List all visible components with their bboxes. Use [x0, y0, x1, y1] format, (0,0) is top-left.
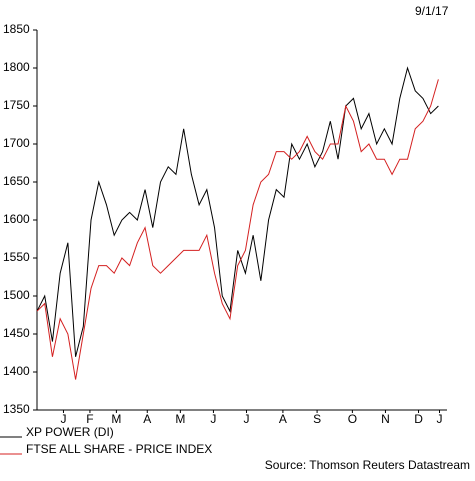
y-tick-label: 1350 [3, 402, 30, 416]
y-tick-label: 1750 [3, 98, 30, 112]
y-tick-label: 1550 [3, 250, 30, 264]
x-tick-label: J [60, 412, 66, 426]
x-tick-label: F [86, 412, 93, 426]
x-tick-label: J [210, 412, 216, 426]
y-tick-label: 1400 [3, 364, 30, 378]
y-tick-label: 1500 [3, 288, 30, 302]
x-tick-label: N [381, 412, 390, 426]
legend-label: XP POWER (DI) [26, 425, 114, 439]
x-tick-label: J [436, 412, 442, 426]
source: Source: Thomson Reuters Datastream [265, 458, 470, 472]
y-tick-label: 1650 [3, 174, 30, 188]
x-tick-label: O [348, 412, 357, 426]
y-tick-label: 1600 [3, 212, 30, 226]
date-label: 9/1/17 [415, 4, 449, 18]
series-line [36, 79, 439, 380]
x-tick-label: A [143, 412, 151, 426]
x-tick-label: J [244, 412, 250, 426]
y-tick-label: 1450 [3, 326, 30, 340]
y-tick-label: 1700 [3, 136, 30, 150]
x-tick-label: M [111, 412, 121, 426]
x-tick-label: D [414, 412, 423, 426]
y-tick-label: 1850 [3, 22, 30, 36]
y-tick-label: 1800 [3, 60, 30, 74]
series-line [36, 66, 439, 357]
x-tick-label: M [175, 412, 185, 426]
x-tick-label: A [279, 412, 287, 426]
legend-label: FTSE ALL SHARE - PRICE INDEX [26, 442, 212, 456]
x-tick-label: S [313, 412, 321, 426]
